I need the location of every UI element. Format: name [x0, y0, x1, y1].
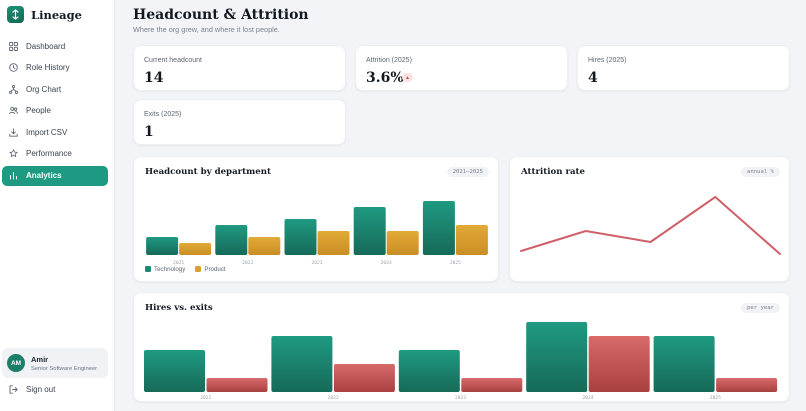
bar-technology-2023 [284, 219, 317, 255]
bar-exits-2021 [206, 378, 268, 392]
headcount-chart: 2021 2022 2023 2024 2025 [146, 201, 488, 266]
page-title: Headcount & Attrition [133, 7, 309, 23]
stat-label: Exits (2025) [144, 111, 182, 118]
bar-technology-2022 [215, 225, 248, 255]
bar-exits-2023 [461, 378, 523, 392]
bar-chart-icon [10, 172, 17, 180]
sidebar-item-import-csv[interactable]: Import CSV [2, 122, 108, 142]
bar-hires-2021 [144, 350, 205, 392]
stat-card-exits: Exits (2025) 1 [133, 99, 346, 145]
hires-exits-chart-card: Hires vs. exits per year 2021 2022 2023 202… [133, 292, 790, 402]
sidebar-item-label: People [26, 106, 51, 116]
bar-technology-2024 [353, 207, 386, 255]
bar-product-2025 [455, 225, 488, 255]
people-icon [9, 107, 18, 115]
sign-out-icon [9, 385, 18, 394]
stat-value: 3.6% [366, 70, 404, 86]
x-tick-label: 2025 [450, 260, 461, 266]
range-pill: 2021–2025 [446, 167, 489, 177]
headcount-chart-card: Headcount by department 2021–2025 2021 20… [133, 156, 499, 282]
stat-card-attrition: Attrition (2025) 3.6% ▲ [355, 45, 568, 91]
x-tick-label: 2024 [381, 260, 392, 266]
legend-item-technology: Technology [145, 266, 185, 273]
sidebar-item-label: Dashboard [26, 41, 66, 51]
legend-item-product: Product [195, 266, 226, 273]
stat-label: Hires (2025) [588, 57, 627, 64]
sidebar-item-label: Performance [26, 149, 72, 159]
bar-exits-2022 [333, 364, 395, 392]
stat-label: Current headcount [144, 57, 202, 64]
bar-technology-2021 [146, 237, 179, 255]
legend-swatch [145, 266, 151, 272]
x-tick-label: 2024 [582, 395, 593, 401]
legend-swatch [195, 266, 202, 272]
bar-product-2021 [179, 243, 212, 255]
attrition-line [520, 196, 781, 255]
star-icon [9, 149, 18, 158]
bar-product-2022 [248, 237, 281, 255]
x-tick-label: 2021 [200, 395, 211, 401]
stat-card-hires: Hires (2025) 4 [577, 45, 790, 91]
chart-title: Headcount by department [145, 167, 271, 177]
x-tick-label: 2025 [710, 395, 721, 401]
avatar: AM [7, 354, 25, 372]
bar-hires-2025 [653, 336, 715, 392]
bar-technology-2025 [422, 201, 455, 255]
sign-out-button[interactable]: Sign out [9, 385, 55, 394]
sidebar-item-label: Import CSV [26, 127, 68, 137]
x-tick-label: 2021 [173, 260, 184, 266]
sidebar-item-role-history[interactable]: Role History [2, 58, 108, 78]
download-icon [9, 128, 18, 137]
legend-label: Product [204, 266, 226, 273]
bar-product-2024 [386, 231, 419, 255]
sidebar: Lineage Dashboard Role History Org Chart… [0, 0, 115, 411]
brand-name: Lineage [31, 7, 82, 22]
bar-hires-2023 [398, 350, 460, 392]
stat-value: 1 [144, 124, 154, 140]
bar-hires-2022 [271, 336, 333, 392]
hires-exits-chart: 2021 2022 2023 2024 2025 [144, 322, 778, 401]
dashboard-icon [9, 41, 18, 51]
page-subtitle: Where the org grew, and where it lost pe… [133, 25, 280, 34]
bar-hires-2024 [526, 322, 588, 392]
range-pill: per year [741, 303, 780, 313]
x-tick-label: 2022 [328, 395, 339, 401]
brand[interactable]: Lineage [7, 6, 82, 23]
sidebar-item-label: Org Chart [26, 84, 62, 94]
bar-exits-2024 [588, 336, 650, 392]
attrition-chart-card: Attrition rate annual % [509, 156, 790, 282]
sidebar-item-label: Analytics [26, 171, 62, 181]
x-tick-label: 2023 [455, 395, 466, 401]
org-chart-icon [9, 84, 18, 94]
stat-label: Attrition (2025) [366, 57, 412, 64]
legend-label: Technology [154, 266, 186, 273]
user-role: Senior Software Engineer [31, 365, 98, 372]
range-pill: annual % [741, 167, 780, 177]
clock-icon [9, 63, 18, 72]
chart-title: Hires vs. exits [145, 303, 213, 313]
bar-exits-2025 [716, 378, 778, 392]
sign-out-label: Sign out [26, 385, 56, 394]
sidebar-item-analytics[interactable]: Analytics [2, 165, 108, 186]
sidebar-item-performance[interactable]: Performance [2, 144, 108, 164]
sidebar-item-label: Role History [26, 63, 70, 73]
stat-value: 4 [588, 70, 598, 86]
x-tick-label: 2022 [242, 260, 253, 266]
x-tick-label: 2023 [311, 260, 322, 266]
stat-value: 14 [144, 70, 164, 86]
chart-legend: Technology Product [145, 266, 226, 273]
bar-product-2023 [317, 231, 350, 255]
sidebar-item-people[interactable]: People [2, 101, 108, 121]
user-card[interactable]: AM Amir Senior Software Engineer [2, 348, 108, 378]
user-name: Amir [31, 354, 49, 364]
chart-title: Attrition rate [521, 167, 585, 177]
stat-card-headcount: Current headcount 14 [133, 45, 346, 91]
sidebar-item-dashboard[interactable]: Dashboard [2, 36, 108, 56]
attrition-chart [520, 196, 781, 255]
sidebar-nav: Dashboard Role History Org Chart People … [2, 36, 108, 187]
brand-logo-icon [7, 6, 24, 23]
trend-up-badge: ▲ [402, 73, 413, 82]
sidebar-item-org-chart[interactable]: Org Chart [2, 79, 108, 99]
